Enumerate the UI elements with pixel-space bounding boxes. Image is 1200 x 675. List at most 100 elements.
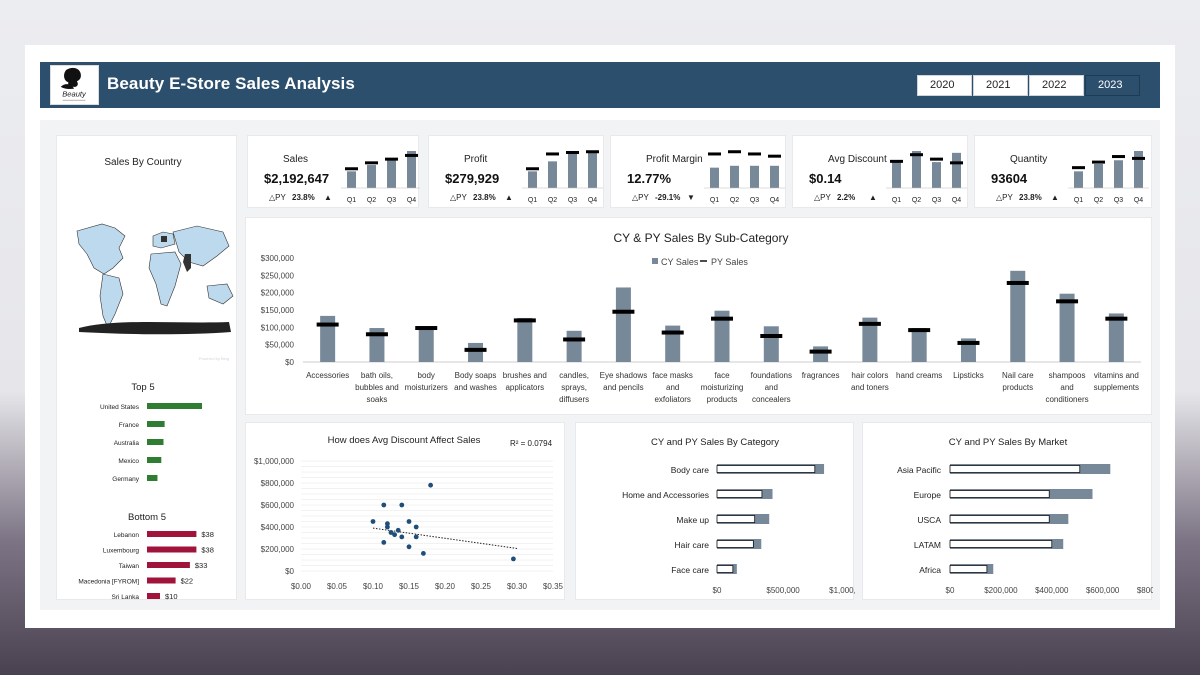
bar-cy-sales[interactable]: [911, 328, 927, 362]
marker-py-sales[interactable]: [365, 332, 388, 337]
category-label: face masks and exfoliators: [652, 371, 692, 404]
top5-bar[interactable]: [147, 403, 202, 409]
kpi-delta-arrow: ▲: [869, 193, 877, 202]
bar-cy-sales[interactable]: [862, 317, 878, 362]
bar-py-sales[interactable]: [716, 540, 754, 548]
kpi-bar-cy: [710, 167, 719, 188]
marker-py-sales[interactable]: [1105, 316, 1128, 321]
header-banner: Beauty Beauty E-Store Sales Analysis 202…: [40, 62, 1160, 108]
scatter-point[interactable]: [388, 530, 394, 535]
top5-bar[interactable]: [147, 457, 162, 463]
scatter-point[interactable]: [413, 534, 419, 540]
bar-py-sales[interactable]: [949, 565, 988, 573]
bar-py-sales[interactable]: [949, 515, 1050, 523]
kpi-marker-py: [768, 154, 781, 158]
year-button-2023[interactable]: 2023: [1085, 75, 1140, 96]
kpi-delta-arrow: ▲: [1051, 193, 1059, 202]
scatter-point[interactable]: [406, 519, 412, 524]
bar-cy-sales[interactable]: [615, 287, 631, 362]
marker-py-sales[interactable]: [464, 347, 487, 352]
year-button-2020[interactable]: 2020: [917, 75, 972, 96]
year-button-2022[interactable]: 2022: [1029, 75, 1084, 96]
bar-cy-sales[interactable]: [665, 325, 681, 362]
top5-bar[interactable]: [147, 475, 158, 481]
scatter-point[interactable]: [399, 502, 405, 508]
marker-py-sales[interactable]: [612, 309, 635, 314]
kpi-bar-cy: [1094, 163, 1103, 188]
marker-py-sales[interactable]: [858, 321, 881, 326]
scatter-point[interactable]: [421, 551, 426, 556]
kpi-marker-py: [930, 157, 943, 161]
marker-py-sales[interactable]: [415, 326, 438, 331]
bar-cy-sales[interactable]: [320, 315, 336, 362]
bar-cy-sales[interactable]: [763, 326, 779, 362]
scatter-point[interactable]: [395, 527, 401, 533]
year-button-2021[interactable]: 2021: [973, 75, 1028, 96]
bar-cy-sales[interactable]: [714, 310, 730, 362]
bar-py-sales[interactable]: [949, 540, 1053, 548]
bar-cy-sales[interactable]: [1010, 270, 1026, 362]
x-tick-label: $500,000: [766, 586, 800, 595]
scatter-point[interactable]: [406, 544, 412, 550]
bottom5-bar[interactable]: [147, 531, 197, 537]
marker-py-sales[interactable]: [711, 316, 733, 321]
marker-py-sales[interactable]: [760, 334, 783, 338]
scatter-point[interactable]: [399, 534, 405, 540]
scatter-point[interactable]: [392, 532, 397, 538]
kpi-bar-cy: [770, 165, 779, 188]
marker-py-sales[interactable]: [316, 322, 339, 327]
y-tick-label: $200,000: [261, 289, 295, 298]
scatter-point[interactable]: [428, 482, 433, 488]
top5-bar[interactable]: [147, 439, 164, 445]
bar-cy-sales[interactable]: [369, 328, 385, 362]
trendline: [372, 527, 518, 549]
kpi-tick-label: Q1: [1074, 197, 1083, 204]
bar-py-sales[interactable]: [716, 465, 816, 473]
bar-py-sales[interactable]: [949, 465, 1081, 473]
scatter-point[interactable]: [385, 524, 390, 530]
world-map[interactable]: [76, 223, 234, 335]
kpi-marker-py: [708, 152, 721, 156]
kpi-label: Profit: [464, 154, 488, 165]
bottom5-bar[interactable]: [147, 546, 197, 553]
bar-cy-sales[interactable]: [566, 330, 582, 362]
bar-cy-sales[interactable]: [813, 346, 829, 362]
scatter-point[interactable]: [381, 540, 387, 545]
marker-py-sales[interactable]: [1006, 280, 1029, 285]
marker-py-sales[interactable]: [661, 330, 684, 335]
kpi-bar-cy: [568, 153, 577, 188]
kpi-marker-py: [748, 152, 761, 156]
marker-py-sales[interactable]: [809, 349, 832, 354]
kpi-bar-cy: [528, 171, 537, 188]
bar-cy-sales[interactable]: [517, 317, 533, 362]
bar-py-sales[interactable]: [716, 490, 763, 498]
scatter-point[interactable]: [381, 502, 387, 508]
bar-py-sales[interactable]: [716, 515, 756, 523]
scatter-point[interactable]: [370, 519, 376, 524]
bottom5-bar[interactable]: [147, 562, 190, 568]
legend-cy-swatch: [652, 258, 658, 264]
bottom5-bar[interactable]: [147, 593, 160, 599]
bar-cy-sales[interactable]: [468, 342, 484, 362]
category-label: Eye shadows and pencils: [600, 371, 648, 392]
dashboard-area: Sales By Country Powered by Bing Top 5 Un…: [40, 120, 1171, 610]
marker-py-sales[interactable]: [957, 340, 980, 345]
marker-py-sales[interactable]: [513, 318, 536, 323]
bar-py-sales[interactable]: [949, 490, 1050, 498]
legend-py-label: PY Sales: [711, 257, 748, 267]
kpi-bar-cy: [347, 171, 356, 188]
top5-bar[interactable]: [147, 421, 165, 427]
bar-cy-sales[interactable]: [418, 326, 434, 362]
bar-cy-sales[interactable]: [1108, 313, 1124, 362]
marker-py-sales[interactable]: [1056, 299, 1079, 304]
scatter-point[interactable]: [511, 556, 516, 562]
kpi-bar-cy: [1074, 171, 1083, 188]
category-label: Nail care products: [1002, 371, 1034, 392]
scatter-point[interactable]: [413, 524, 419, 530]
bar-cy-sales[interactable]: [1059, 293, 1075, 362]
bar-py-sales[interactable]: [716, 565, 734, 573]
marker-py-sales[interactable]: [908, 328, 931, 333]
scatter-point[interactable]: [385, 521, 390, 527]
marker-py-sales[interactable]: [563, 337, 586, 342]
bottom5-bar[interactable]: [147, 577, 176, 584]
